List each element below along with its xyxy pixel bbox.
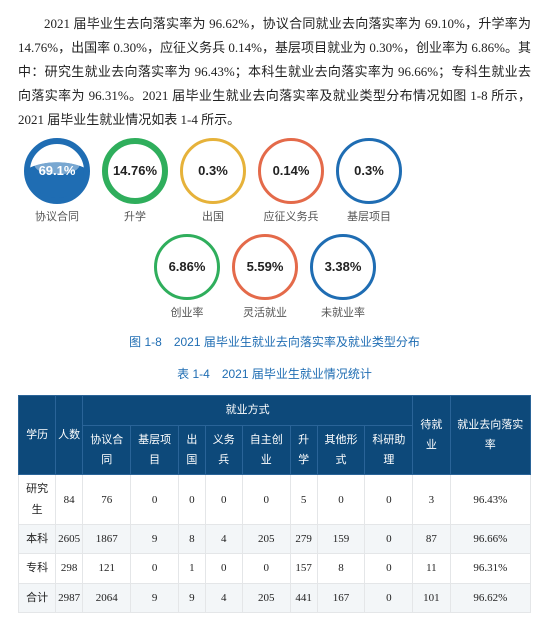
- circle-value: 0.3%: [336, 138, 402, 204]
- table-row: 本科2605186798420527915908796.66%: [19, 525, 531, 554]
- table-cell: 205: [242, 525, 290, 554]
- circle-value: 5.59%: [232, 234, 298, 300]
- table-cell: 0: [242, 554, 290, 583]
- table-cell: 专科: [19, 554, 56, 583]
- table-cell: 279: [290, 525, 317, 554]
- table-cell: 96.43%: [450, 475, 530, 525]
- th-count: 人数: [56, 396, 83, 475]
- th-subcol: 科研助理: [365, 425, 413, 475]
- circle-item: 14.76% 升学: [102, 138, 168, 227]
- table-cell: 本科: [19, 525, 56, 554]
- th-subcol: 基层项目: [131, 425, 179, 475]
- th-subcol: 自主创业: [242, 425, 290, 475]
- table-cell: 0: [365, 554, 413, 583]
- circle-label: 灵活就业: [243, 303, 287, 323]
- table-cell: 11: [413, 554, 450, 583]
- table-cell: 101: [413, 583, 450, 612]
- th-waiting: 待就业: [413, 396, 450, 475]
- intro-paragraph: 2021 届毕业生去向落实率为 96.62%，协议合同就业去向落实率为 69.1…: [18, 12, 531, 132]
- th-subcol: 协议合同: [83, 425, 131, 475]
- table-cell: 298: [56, 554, 83, 583]
- circle-item: 0.14% 应征义务兵: [258, 138, 324, 227]
- figure-caption: 图 1-8 2021 届毕业生就业去向落实率及就业类型分布: [18, 331, 531, 353]
- circle-label: 出国: [202, 207, 224, 227]
- circle-item: 0.3% 出国: [180, 138, 246, 227]
- table-cell: 4: [205, 583, 242, 612]
- circle-row-1: 69.1% 协议合同 14.76% 升学 0.3% 出国 0.14% 应征义务兵 0.3% 基层项…: [18, 138, 531, 227]
- table-cell: 2987: [56, 583, 83, 612]
- circle-value: 14.76%: [102, 138, 168, 204]
- table-row: 研究生84760000500396.43%: [19, 475, 531, 525]
- table-cell: 0: [317, 475, 365, 525]
- table-cell: 0: [365, 525, 413, 554]
- table-cell: 1: [179, 554, 206, 583]
- th-subcol: 义务兵: [205, 425, 242, 475]
- table-cell: 8: [317, 554, 365, 583]
- table-cell: 0: [365, 583, 413, 612]
- table-row: 专科2981210100157801196.31%: [19, 554, 531, 583]
- table-cell: 8: [179, 525, 206, 554]
- circle-label: 基层项目: [347, 207, 391, 227]
- circle-item: 69.1% 协议合同: [24, 138, 90, 227]
- th-education: 学历: [19, 396, 56, 475]
- circle-item: 0.3% 基层项目: [336, 138, 402, 227]
- table-cell: 96.66%: [450, 525, 530, 554]
- table-cell: 合计: [19, 583, 56, 612]
- table-caption: 表 1-4 2021 届毕业生就业情况统计: [18, 363, 531, 385]
- th-subcol: 出国: [179, 425, 206, 475]
- circle-value: 69.1%: [24, 138, 90, 204]
- circle-label: 应征义务兵: [264, 207, 319, 227]
- table-row: 合计29872064994205441167010196.62%: [19, 583, 531, 612]
- th-rate: 就业去向落实率: [450, 396, 530, 475]
- th-subcol: 其他形式: [317, 425, 365, 475]
- table-cell: 5: [290, 475, 317, 525]
- table-cell: 0: [131, 475, 179, 525]
- table-cell: 87: [413, 525, 450, 554]
- circle-item: 6.86% 创业率: [154, 234, 220, 323]
- table-cell: 9: [131, 583, 179, 612]
- table-cell: 76: [83, 475, 131, 525]
- table-cell: 121: [83, 554, 131, 583]
- circle-infographic: 69.1% 协议合同 14.76% 升学 0.3% 出国 0.14% 应征义务兵 0.3% 基层项…: [18, 138, 531, 323]
- table-cell: 205: [242, 583, 290, 612]
- stats-table: 学历 人数 就业方式 待就业 就业去向落实率 协议合同基层项目出国义务兵自主创业…: [18, 395, 531, 613]
- table-cell: 84: [56, 475, 83, 525]
- table-cell: 159: [317, 525, 365, 554]
- circle-label: 创业率: [171, 303, 204, 323]
- circle-value: 3.38%: [310, 234, 376, 300]
- table-cell: 4: [205, 525, 242, 554]
- circle-value: 6.86%: [154, 234, 220, 300]
- table-cell: 0: [365, 475, 413, 525]
- circle-label: 升学: [124, 207, 146, 227]
- table-cell: 研究生: [19, 475, 56, 525]
- table-cell: 0: [179, 475, 206, 525]
- table-cell: 2605: [56, 525, 83, 554]
- circle-label: 未就业率: [321, 303, 365, 323]
- table-cell: 3: [413, 475, 450, 525]
- circle-label: 协议合同: [35, 207, 79, 227]
- table-cell: 0: [242, 475, 290, 525]
- circle-item: 3.38% 未就业率: [310, 234, 376, 323]
- table-cell: 96.31%: [450, 554, 530, 583]
- table-cell: 9: [131, 525, 179, 554]
- table-cell: 0: [205, 554, 242, 583]
- table-cell: 157: [290, 554, 317, 583]
- table-cell: 96.62%: [450, 583, 530, 612]
- th-subcol: 升学: [290, 425, 317, 475]
- table-cell: 441: [290, 583, 317, 612]
- circle-item: 5.59% 灵活就业: [232, 234, 298, 323]
- table-cell: 1867: [83, 525, 131, 554]
- table-cell: 0: [131, 554, 179, 583]
- table-cell: 167: [317, 583, 365, 612]
- th-methods: 就业方式: [83, 396, 413, 425]
- table-cell: 2064: [83, 583, 131, 612]
- circle-value: 0.14%: [258, 138, 324, 204]
- circle-row-2: 6.86% 创业率 5.59% 灵活就业 3.38% 未就业率: [148, 234, 531, 323]
- circle-value: 0.3%: [180, 138, 246, 204]
- table-cell: 0: [205, 475, 242, 525]
- table-cell: 9: [179, 583, 206, 612]
